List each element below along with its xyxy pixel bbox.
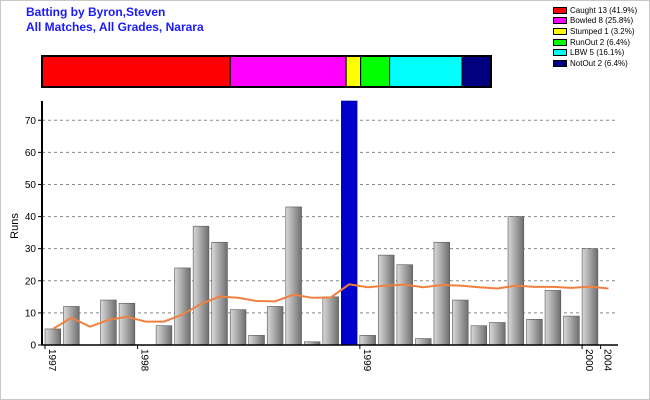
- legend-item: Stumped 1 (3.2%): [553, 26, 648, 37]
- innings-bar: [192, 225, 210, 346]
- innings-bar: [44, 328, 62, 346]
- average-line: [52, 283, 609, 330]
- innings-bar: [118, 302, 136, 346]
- y-tick-label: 0: [30, 341, 36, 352]
- innings-bar: [285, 206, 302, 346]
- innings-bar: [341, 100, 358, 346]
- innings-bar: [229, 309, 247, 346]
- innings-bar: [378, 254, 395, 346]
- legend-item: NotOut 2 (6.4%): [553, 58, 648, 69]
- innings-bar: [248, 335, 265, 346]
- dismissal-segment: [389, 55, 463, 88]
- chart-subtitle: All Matches, All Grades, Narara: [26, 20, 204, 34]
- y-axis-title: Runs: [9, 213, 21, 239]
- legend-label: Stumped 1 (3.2%): [570, 26, 635, 36]
- innings-bar: [507, 216, 525, 346]
- y-tick-label: 20: [25, 276, 37, 287]
- legend-swatch: [553, 49, 567, 57]
- dismissal-bar-border: [41, 55, 492, 88]
- innings-bar: [526, 319, 543, 346]
- y-tick-label: 10: [25, 308, 37, 319]
- dismissal-segment: [461, 55, 492, 88]
- legend-swatch: [553, 38, 567, 46]
- legend-swatch: [553, 27, 567, 35]
- legend-label: LBW 5 (16.1%): [570, 48, 625, 58]
- legend-item: Bowled 8 (25.8%): [553, 16, 648, 27]
- innings-bar: [581, 248, 599, 346]
- legend-item: LBW 5 (16.1%): [553, 47, 648, 58]
- legend-swatch: [553, 59, 567, 67]
- chart-title: Batting by Byron,Steven: [26, 5, 166, 19]
- y-tick-label: 40: [25, 212, 37, 223]
- x-tick-label: 2004: [602, 349, 613, 372]
- legend-swatch: [553, 6, 567, 14]
- innings-bar: [359, 335, 376, 346]
- y-tick-label: 30: [25, 244, 37, 255]
- legend-label: Bowled 8 (25.8%): [570, 16, 634, 26]
- innings-bar: [396, 264, 413, 346]
- dismissal-legend: Caught 13 (41.9%) Bowled 8 (25.8%) Stumped…: [553, 5, 648, 69]
- legend-item: RunOut 2 (6.4%): [553, 37, 648, 48]
- legend-label: NotOut 2 (6.4%): [570, 58, 628, 68]
- dismissal-segment: [345, 55, 362, 88]
- legend-label: RunOut 2 (6.4%): [570, 37, 631, 47]
- legend-item: Caught 13 (41.9%): [553, 5, 648, 16]
- innings-bar: [433, 241, 450, 346]
- y-tick-label: 60: [25, 148, 37, 159]
- x-tick-label: 1997: [46, 349, 57, 372]
- innings-bar: [489, 322, 506, 346]
- innings-bar: [322, 296, 339, 346]
- innings-bar: [211, 241, 228, 346]
- innings-bar: [452, 299, 469, 346]
- x-tick-label: 2000: [583, 349, 594, 372]
- x-tick-label: 1999: [361, 349, 372, 372]
- dismissal-segment: [41, 55, 231, 88]
- innings-bar: [415, 338, 432, 346]
- y-tick-label: 70: [25, 116, 37, 127]
- innings-bar: [470, 325, 488, 346]
- innings-bar: [266, 306, 284, 346]
- dismissal-segment: [229, 55, 347, 88]
- legend-label: Caught 13 (41.9%): [570, 5, 638, 15]
- innings-bar: [155, 325, 173, 346]
- dismissal-segment: [360, 55, 391, 88]
- y-tick-label: 50: [25, 180, 37, 191]
- innings-bar: [174, 267, 191, 346]
- innings-bar: [544, 290, 562, 346]
- innings-bar: [563, 315, 580, 346]
- legend-swatch: [553, 17, 567, 25]
- x-tick-label: 1998: [139, 349, 150, 372]
- innings-bar: [63, 306, 80, 346]
